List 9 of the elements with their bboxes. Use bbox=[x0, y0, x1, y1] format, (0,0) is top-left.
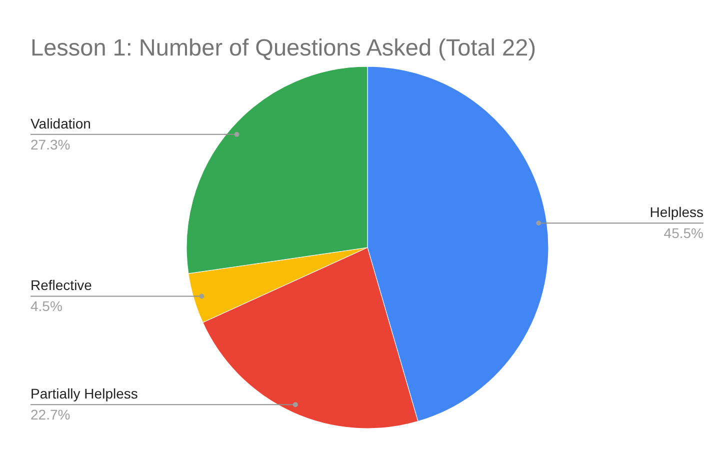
data-label: 45.5% bbox=[664, 225, 704, 242]
slice-label: Partially Helpless bbox=[30, 386, 138, 402]
slice-label: Reflective bbox=[30, 277, 92, 294]
chart-title: Lesson 1: Number of Questions Asked (Total 22) bbox=[30, 34, 536, 60]
slice-label: Validation bbox=[30, 115, 91, 132]
data-label: 4.5% bbox=[30, 298, 62, 314]
data-label: 27.3% bbox=[30, 136, 70, 152]
slice-label: Helpless bbox=[650, 204, 704, 220]
data-label: 22.7% bbox=[30, 406, 70, 423]
